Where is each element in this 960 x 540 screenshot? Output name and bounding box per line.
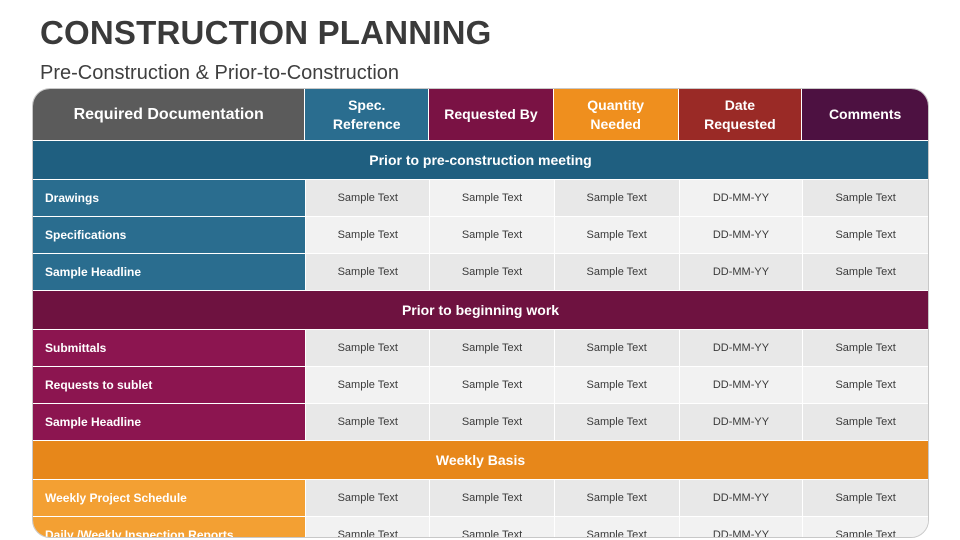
section-title: Prior to pre-construction meeting [33, 140, 928, 179]
table-cell: Sample Text [305, 217, 430, 253]
table-cell: Sample Text [305, 480, 430, 516]
header-spec-reference: Spec. Reference [305, 89, 430, 140]
table-cell: DD-MM-YY [678, 517, 803, 537]
table-cell: Sample Text [305, 330, 430, 366]
table-cell: Sample Text [305, 254, 430, 290]
header-comments: Comments [802, 89, 928, 140]
table-cell: Sample Text [802, 254, 928, 290]
table-cell: Sample Text [429, 367, 554, 403]
table-cell: Sample Text [429, 330, 554, 366]
table-cell: DD-MM-YY [678, 180, 803, 216]
table-cell: Sample Text [802, 367, 928, 403]
table-cell: Sample Text [802, 517, 928, 537]
table-cell: Sample Text [553, 480, 679, 516]
table-row: Sample Headline Sample Text Sample Text … [33, 253, 928, 290]
section-title: Weekly Basis [33, 440, 928, 479]
row-label: Requests to sublet [33, 367, 306, 403]
header-requested-by: Requested By [429, 89, 554, 140]
row-label: Submittals [33, 330, 306, 366]
table-cell: Sample Text [429, 217, 554, 253]
row-label: Drawings [33, 180, 306, 216]
table-cell: Sample Text [305, 180, 430, 216]
table-cell: Sample Text [553, 254, 679, 290]
table-cell: Sample Text [429, 404, 554, 440]
table-row: Daily /Weekly Inspection Reports Sample … [33, 516, 928, 537]
row-label: Specifications [33, 217, 306, 253]
table-row: Specifications Sample Text Sample Text S… [33, 216, 928, 253]
table-cell: Sample Text [553, 404, 679, 440]
page-subtitle: Pre-Construction & Prior-to-Construction [40, 62, 400, 84]
table-cell: Sample Text [802, 217, 928, 253]
table-cell: Sample Text [802, 330, 928, 366]
planning-table: Required Documentation Spec. Reference Re… [32, 88, 929, 538]
table-row: Requests to sublet Sample Text Sample Te… [33, 366, 928, 403]
table-cell: Sample Text [305, 367, 430, 403]
table-row: Sample Headline Sample Text Sample Text … [33, 403, 928, 440]
table-header-row: Required Documentation Spec. Reference Re… [33, 89, 928, 140]
page-title: CONSTRUCTION PLANNING [40, 14, 492, 51]
header-required-documentation: Required Documentation [33, 89, 306, 140]
table-cell: Sample Text [553, 330, 679, 366]
table-row: Weekly Project Schedule Sample Text Samp… [33, 479, 928, 516]
table-cell: DD-MM-YY [678, 254, 803, 290]
row-label: Sample Headline [33, 254, 306, 290]
row-label: Weekly Project Schedule [33, 480, 306, 516]
table-cell: Sample Text [802, 180, 928, 216]
row-label: Daily /Weekly Inspection Reports [33, 517, 306, 537]
table-cell: DD-MM-YY [678, 330, 803, 366]
table-cell: DD-MM-YY [678, 404, 803, 440]
row-label: Sample Headline [33, 404, 306, 440]
table-cell: DD-MM-YY [678, 367, 803, 403]
header-date-requested: Date Requested [678, 89, 803, 140]
header-quantity-needed: Quantity Needed [553, 89, 679, 140]
table-cell: Sample Text [429, 480, 554, 516]
table-cell: Sample Text [553, 517, 679, 537]
section-title: Prior to beginning work [33, 290, 928, 329]
table-row: Submittals Sample Text Sample Text Sampl… [33, 329, 928, 366]
table-cell: Sample Text [429, 254, 554, 290]
table-cell: Sample Text [429, 517, 554, 537]
table-cell: DD-MM-YY [678, 480, 803, 516]
table-row: Drawings Sample Text Sample Text Sample … [33, 179, 928, 216]
table-cell: Sample Text [305, 517, 430, 537]
table-cell: Sample Text [802, 404, 928, 440]
table-cell: DD-MM-YY [678, 217, 803, 253]
table-cell: Sample Text [305, 404, 430, 440]
table-cell: Sample Text [553, 180, 679, 216]
table-cell: Sample Text [802, 480, 928, 516]
table-cell: Sample Text [553, 367, 679, 403]
table-cell: Sample Text [553, 217, 679, 253]
table-cell: Sample Text [429, 180, 554, 216]
